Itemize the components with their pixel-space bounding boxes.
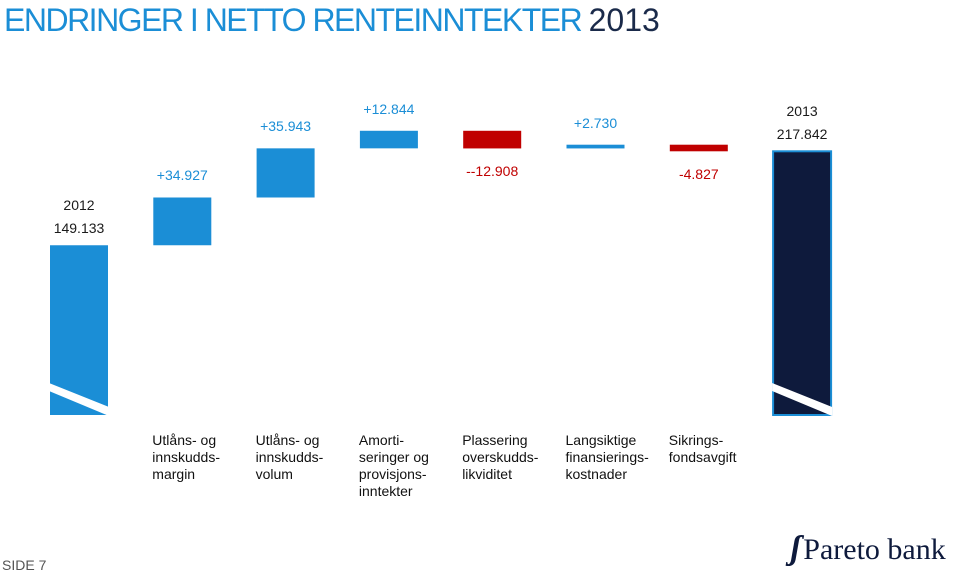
logo: ʃPareto bank [790,530,946,568]
bar [566,144,625,149]
axis-break [772,383,833,416]
bar [50,245,108,415]
category-label: Utlåns- og innskudds- volum [255,432,324,482]
value-label: +12.844 [363,100,415,117]
value-label: --12.908 [466,163,519,180]
bar [256,148,315,198]
bar [463,130,522,149]
slide-title: ENDRINGER I NETTO RENTEINNTEKTER 2013 [4,2,660,39]
category-label: Utlåns- og innskudds- margin [152,432,220,482]
bar [153,197,212,246]
value-label: 149.133 [53,220,105,237]
title-year: 2013 [588,2,660,38]
category-label: 2012 [63,197,95,214]
value-label: +35.943 [260,118,312,135]
category-label: Sikrings- fondsavgift [668,432,737,465]
title-text: ENDRINGER I NETTO RENTEINNTEKTER [4,2,583,38]
value-label: +34.927 [156,167,208,184]
category-label: 2013 [786,103,818,120]
category-label: Amorti- seringer og provisjons- inntekte… [358,432,429,499]
category-label: Langsiktige finansierings- kostnader [565,432,649,482]
value-label: 217.842 [776,126,828,143]
value-label: +2.730 [573,114,618,131]
bar [772,150,833,416]
bar [669,144,728,152]
category-label: Plassering overskudds- likviditet [462,432,539,482]
logo-text: Pareto bank [803,533,946,566]
value-label: -4.827 [678,166,719,183]
bar [359,130,418,149]
chart [49,130,833,416]
logo-mark: ʃ [790,530,802,567]
page-number: SIDE 7 [2,557,47,573]
axis-break [49,383,109,416]
